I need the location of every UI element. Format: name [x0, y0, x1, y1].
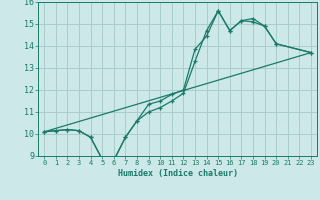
X-axis label: Humidex (Indice chaleur): Humidex (Indice chaleur): [118, 169, 238, 178]
